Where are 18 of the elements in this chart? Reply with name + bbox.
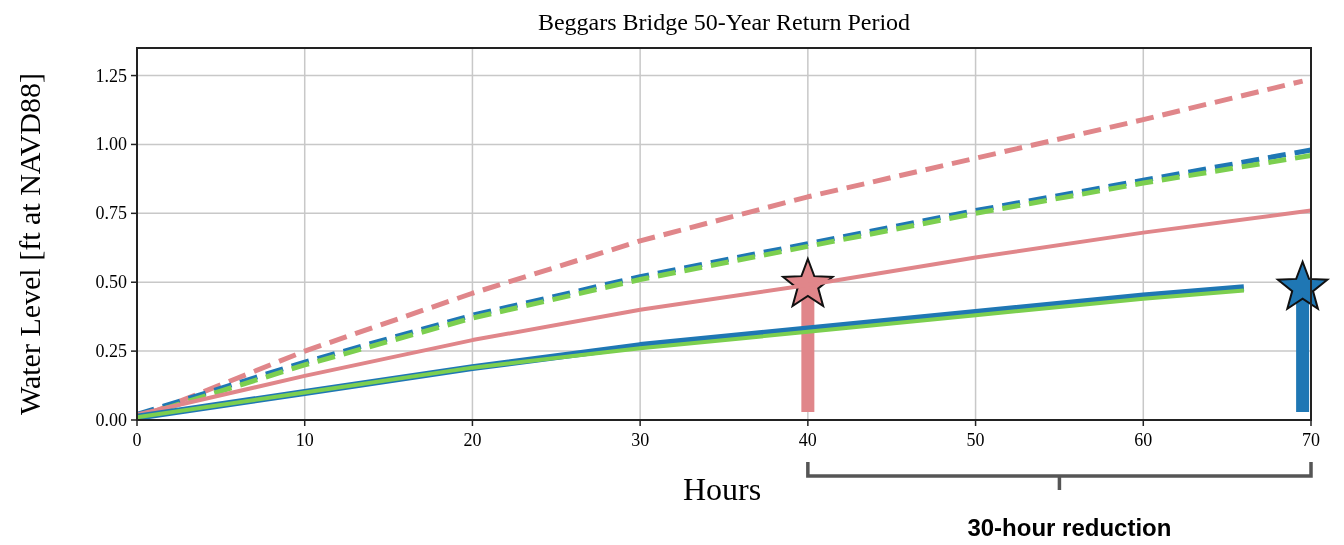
y-tick-label: 1.25 (95, 65, 127, 86)
y-tick-label: 0.00 (95, 410, 127, 430)
y-tick-label: 0.50 (95, 272, 127, 293)
x-tick-label: 10 (295, 430, 314, 450)
x-tick-label: 40 (798, 430, 817, 450)
y-tick-label: 0.75 (95, 203, 127, 224)
y-axis-title: Water Level [ft at NAVD88] (13, 73, 46, 415)
text: 30-hour reduction (967, 514, 1172, 541)
x-tick-label: 30 (631, 430, 650, 450)
x-tick-label: 50 (966, 430, 985, 450)
x-tick-label: 0 (132, 430, 142, 450)
x-tick-label: 70 (1302, 430, 1320, 450)
y-tick-label: 0.25 (95, 341, 127, 362)
y-tick-label: 1.00 (95, 134, 127, 155)
x-tick-label: 60 (1134, 430, 1153, 450)
x-axis-title: Hours (682, 471, 762, 507)
x-tick-label: 20 (463, 430, 482, 450)
chart-title: Beggars Bridge 50-Year Return Period (537, 9, 911, 35)
